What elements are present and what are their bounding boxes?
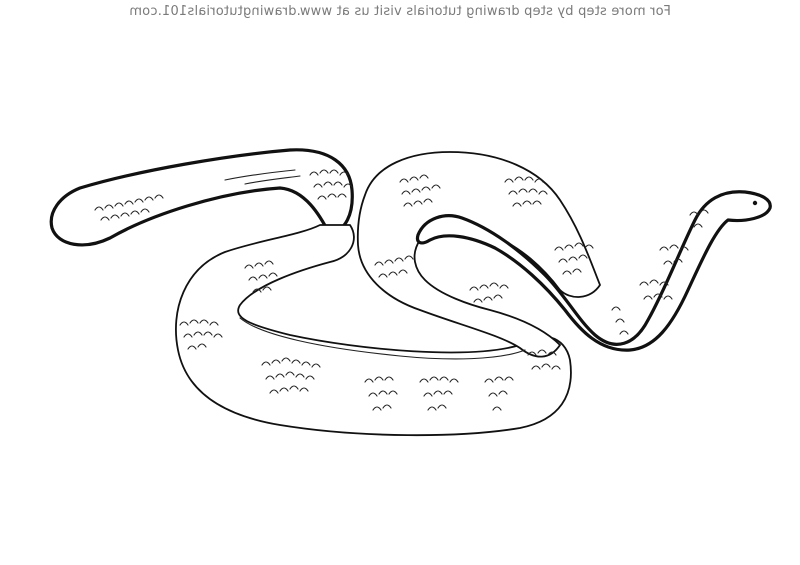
snake-eye	[752, 200, 758, 206]
snake-middle-body	[356, 151, 601, 358]
snake-inner-contour	[239, 317, 526, 360]
snake-rear-loop	[175, 224, 572, 437]
snake-neck-and-head	[415, 190, 772, 352]
snake-scale-patterns	[94, 169, 709, 411]
snake-tail-segment	[49, 148, 354, 247]
